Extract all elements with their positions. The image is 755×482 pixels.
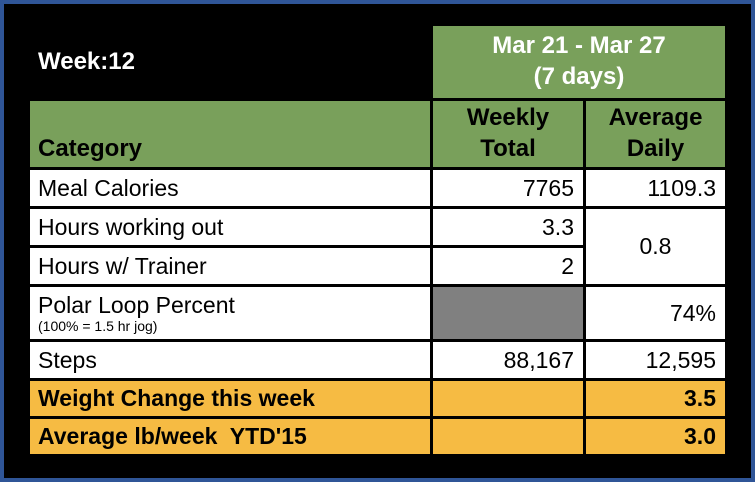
steps-average-daily: 12,595 bbox=[586, 342, 725, 378]
average-lb-week-label: Average lb/week YTD'15 bbox=[30, 419, 430, 454]
average-lb-week-value: 3.0 bbox=[586, 419, 725, 454]
category-column-header: Category bbox=[30, 101, 430, 167]
weight-change-label: Weight Change this week bbox=[30, 381, 430, 416]
polar-loop-percent-label-cell: Polar Loop Percent (100% = 1.5 hr jog) bbox=[30, 287, 430, 339]
polar-loop-percent-weekly-total-blank-cell bbox=[433, 287, 583, 339]
average-lb-week-blank-cell bbox=[433, 419, 583, 454]
polar-loop-percent-label: Polar Loop Percent bbox=[38, 291, 235, 318]
meal-calories-label: Meal Calories bbox=[30, 170, 430, 206]
weekly-total-line2: Total bbox=[480, 135, 536, 162]
average-daily-column-header: Average Daily bbox=[586, 101, 725, 167]
date-range-text: Mar 21 - Mar 27 bbox=[492, 32, 666, 60]
hours-w-trainer-label: Hours w/ Trainer bbox=[30, 248, 430, 284]
average-daily-line2: Daily bbox=[626, 135, 685, 162]
hours-working-out-label: Hours working out bbox=[30, 209, 430, 245]
hours-working-out-weekly-total: 3.3 bbox=[433, 209, 583, 245]
fitness-summary-table: Week:12 Mar 21 - Mar 27 (7 days) Categor… bbox=[30, 26, 725, 454]
weight-change-blank-cell bbox=[433, 381, 583, 416]
weight-change-value: 3.5 bbox=[586, 381, 725, 416]
polar-loop-percent-sublabel: (100% = 1.5 hr jog) bbox=[38, 318, 158, 335]
polar-loop-percent-average-daily: 74% bbox=[586, 287, 725, 339]
days-note-text: (7 days) bbox=[533, 63, 625, 90]
date-range-cell: Mar 21 - Mar 27 (7 days) bbox=[433, 26, 725, 98]
hours-average-daily-merged-cell: 0.8 bbox=[586, 209, 725, 284]
meal-calories-weekly-total: 7765 bbox=[433, 170, 583, 206]
weekly-total-line1: Weekly bbox=[466, 104, 550, 132]
week-number-cell: Week:12 bbox=[30, 26, 430, 98]
meal-calories-average-daily: 1109.3 bbox=[586, 170, 725, 206]
steps-weekly-total: 88,167 bbox=[433, 342, 583, 378]
steps-label: Steps bbox=[30, 342, 430, 378]
weekly-total-column-header: Weekly Total bbox=[433, 101, 583, 167]
average-daily-line1: Average bbox=[608, 104, 703, 132]
hours-w-trainer-weekly-total: 2 bbox=[433, 248, 583, 284]
